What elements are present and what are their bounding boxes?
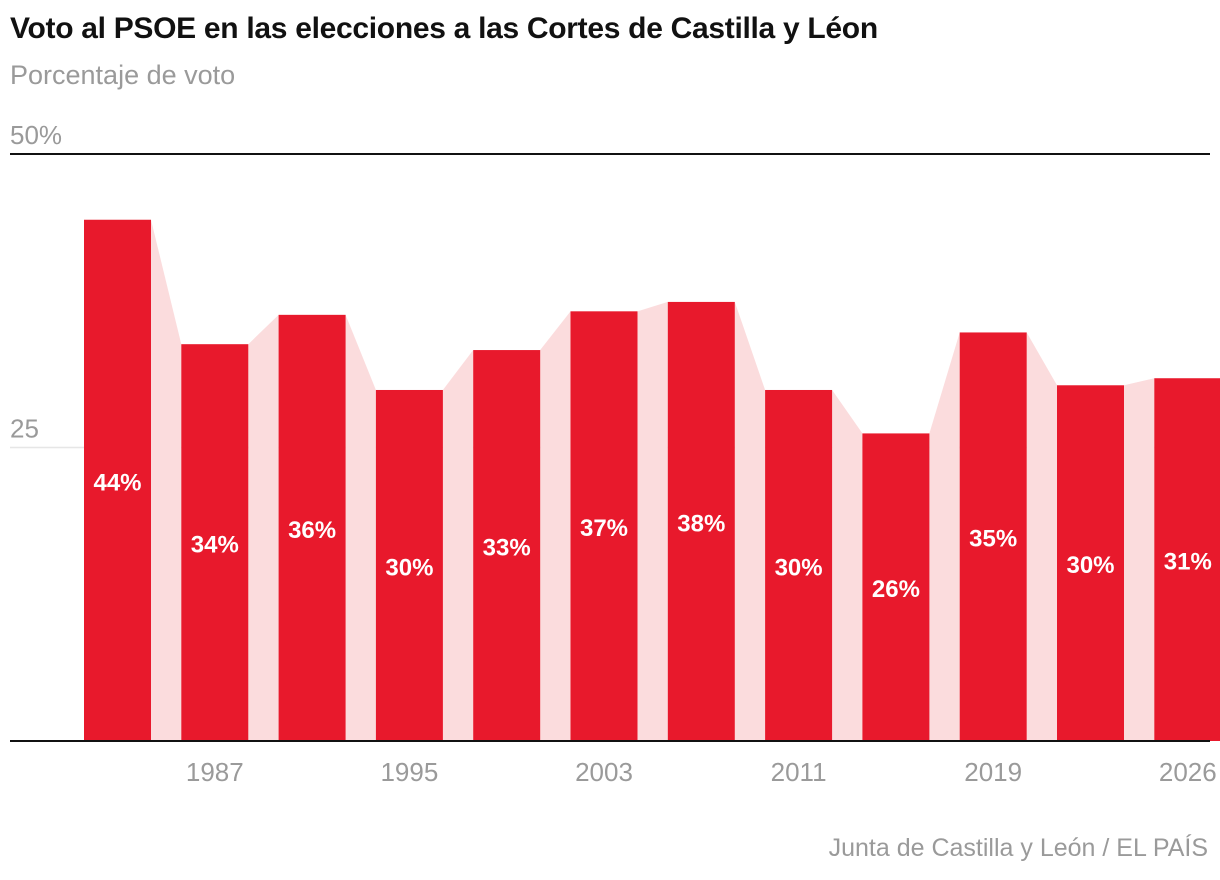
bar-2026 bbox=[1154, 378, 1220, 741]
bar-chart: 50% 25 44% 34% 36% 30% 33% 37% 38% 30% 26% 35% 30% 31… bbox=[10, 120, 1220, 787]
connector-area bbox=[929, 332, 960, 741]
data-label-2003: 37% bbox=[580, 515, 628, 542]
connector-area bbox=[1026, 332, 1057, 741]
bar-1999 bbox=[473, 350, 541, 741]
data-label-2026: 31% bbox=[1164, 549, 1212, 576]
connector-area bbox=[151, 219, 182, 741]
data-label-1987: 34% bbox=[191, 532, 239, 559]
connector-area bbox=[248, 314, 279, 741]
bar-1983 bbox=[84, 219, 151, 741]
data-label-2019: 35% bbox=[969, 526, 1017, 553]
bar-2022 bbox=[1057, 385, 1124, 741]
bar-2003 bbox=[570, 311, 638, 741]
connector-area bbox=[734, 301, 766, 741]
data-label-1999: 33% bbox=[483, 535, 531, 562]
data-label-2007: 38% bbox=[677, 510, 725, 537]
bar-1991 bbox=[278, 314, 346, 741]
data-label-1991: 36% bbox=[288, 517, 336, 544]
x-tick-label-2019: 2019 bbox=[964, 757, 1022, 787]
x-tick-label-1995: 1995 bbox=[380, 757, 438, 787]
connector-area bbox=[832, 389, 863, 741]
chart-source: Junta de Castilla y León / EL PAÍS bbox=[828, 834, 1208, 862]
chart-title: Voto al PSOE en las elecciones a las Cor… bbox=[10, 12, 878, 45]
bar-1987 bbox=[181, 344, 249, 741]
connector-area bbox=[442, 350, 474, 741]
data-label-1995: 30% bbox=[385, 554, 433, 581]
connector-area bbox=[1124, 378, 1155, 741]
bar-1995 bbox=[375, 389, 443, 741]
data-label-2011: 30% bbox=[775, 554, 823, 581]
data-label-2015: 26% bbox=[872, 576, 920, 603]
chart-subtitle: Porcentaje de voto bbox=[10, 60, 236, 90]
data-label-1983: 44% bbox=[93, 469, 141, 496]
bar-2007 bbox=[667, 301, 735, 741]
bar-2015 bbox=[862, 433, 930, 741]
data-label-2022: 30% bbox=[1066, 552, 1114, 579]
y-tick-label: 50% bbox=[10, 120, 62, 150]
x-tick-label-2011: 2011 bbox=[771, 757, 827, 787]
bar-2011 bbox=[765, 389, 833, 741]
x-tick-label-2026: 2026 bbox=[1159, 757, 1217, 787]
y-tick-label: 25 bbox=[10, 414, 39, 444]
x-tick-label-2003: 2003 bbox=[575, 757, 633, 787]
x-tick-label-1987: 1987 bbox=[186, 757, 244, 787]
connector-area bbox=[637, 301, 668, 741]
connector-area bbox=[345, 314, 376, 741]
connector-area bbox=[540, 311, 571, 741]
bar-2019 bbox=[959, 332, 1027, 741]
